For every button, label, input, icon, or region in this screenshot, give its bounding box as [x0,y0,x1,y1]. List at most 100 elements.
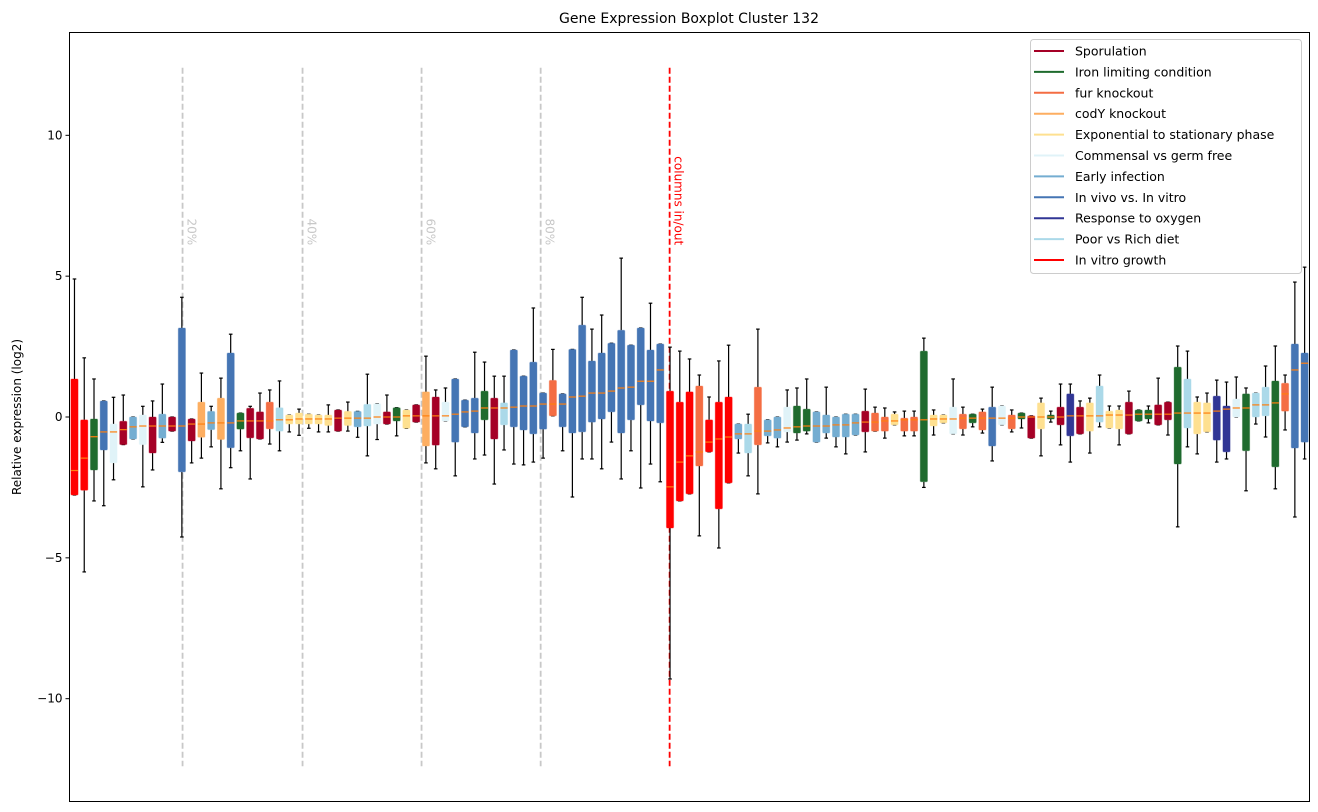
box-124 [1271,345,1280,490]
annotation-lines: 20% 40% 60% 80% columns in/out [181,67,686,767]
legend-item: codY knockout [1034,106,1166,121]
box-body [207,410,216,431]
box-body [831,416,841,438]
box-body [578,324,587,433]
box-body [890,413,899,426]
box-body [626,344,636,421]
box-94 [978,408,987,434]
box-21 [265,389,274,445]
box-body [597,352,606,420]
box-126 [1290,281,1299,518]
box-39 [441,387,450,422]
box-body [900,417,909,432]
box-114 [1173,345,1182,528]
box-66 [704,396,714,453]
box-body [665,390,675,529]
box-42 [470,351,479,460]
annotation-label: 40% [305,219,319,246]
box-body [1290,343,1299,449]
box-50 [548,348,557,417]
box-15 [207,405,216,448]
box-body [1173,366,1182,465]
box-101 [1046,410,1055,423]
legend-box [1030,39,1302,274]
legend-item: fur knockout [1034,85,1153,100]
box-103 [1066,383,1075,463]
box-body [499,402,509,426]
box-body [646,349,655,422]
legend-label: codY knockout [1075,106,1166,121]
box-body [763,419,772,437]
box-99 [1027,415,1036,439]
y-tick-label: 5 [55,269,63,283]
box-body [1105,410,1114,429]
box-body [714,401,723,510]
box-104 [1075,400,1085,435]
box-body [1241,393,1251,452]
box-25 [304,413,313,429]
box-46 [509,349,518,465]
box-body [216,397,226,441]
box-62 [665,346,675,680]
box-body [412,404,421,423]
box-body [519,375,528,431]
box-11 [168,416,177,432]
box-71 [753,328,762,495]
box-49 [539,392,548,459]
box-body [99,400,108,451]
y-tick-label: 0 [55,410,63,424]
box-28 [333,409,343,432]
box-41 [460,399,470,428]
boxes [70,257,1309,680]
box-70 [744,413,753,477]
box-body [119,420,128,446]
box-82 [861,388,870,453]
box-body [246,407,255,439]
box-body [402,409,411,429]
box-body [724,396,733,484]
box-83 [870,406,880,432]
box-30 [353,410,362,438]
box-84 [880,407,889,439]
box-23 [285,414,294,433]
box-45 [499,375,509,451]
box-body [997,405,1007,426]
box-body [1017,412,1026,420]
box-4 [99,400,108,507]
legend-label: Response to oxygen [1075,211,1201,226]
box-10 [158,383,167,443]
annotation-label: 60% [424,219,438,246]
box-125 [1280,374,1290,431]
box-body [324,414,333,426]
box-body [1027,415,1036,439]
box-85 [890,411,899,426]
box-body [265,401,274,430]
box-113 [1163,401,1173,436]
box-121 [1241,387,1251,492]
box-17 [226,333,235,469]
box-8 [138,405,147,488]
box-115 [1183,350,1192,448]
box-44 [490,375,499,485]
box-93 [968,413,977,428]
box-3 [89,378,99,502]
box-18 [236,412,245,452]
box-100 [1036,397,1046,457]
box-118 [1212,379,1221,463]
box-31 [363,373,372,457]
box-69 [734,423,743,454]
legend-label: In vitro growth [1075,253,1166,268]
box-92 [958,406,968,436]
box-body [226,352,235,449]
box-body [353,410,362,428]
box-body [822,414,831,434]
box-body [539,392,548,430]
box-body [744,423,753,454]
box-body [812,411,821,443]
box-body [1124,401,1133,435]
box-65 [695,374,704,537]
box-body [753,386,762,446]
legend-item: Sporulation [1034,44,1147,59]
box-87 [909,410,919,437]
box-122 [1251,392,1260,425]
